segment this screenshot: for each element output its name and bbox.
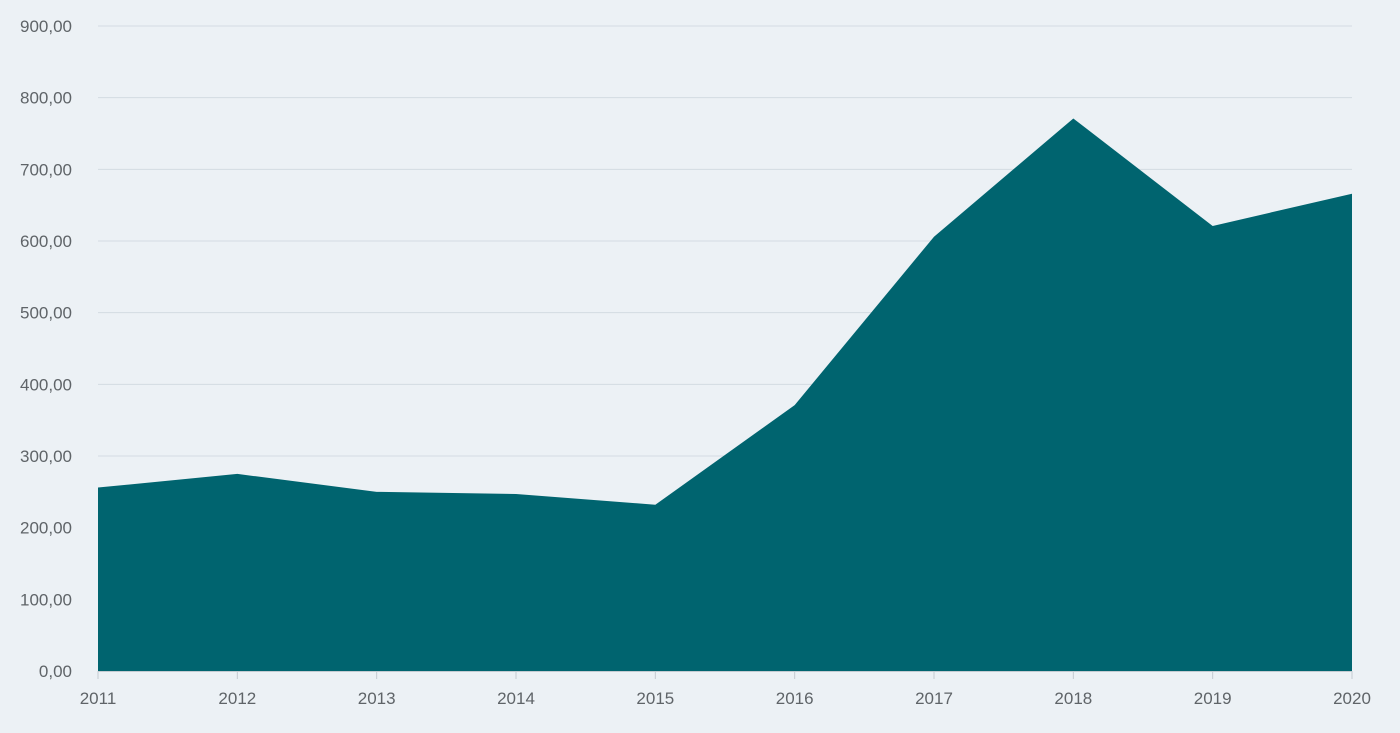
x-tick-label: 2013	[358, 689, 396, 708]
x-tick-label: 2012	[218, 689, 256, 708]
x-tick-label: 2011	[80, 689, 117, 708]
x-tick-label: 2020	[1333, 689, 1371, 708]
y-tick-label: 900,00	[20, 17, 72, 36]
x-tick-label: 2019	[1194, 689, 1232, 708]
area-series	[98, 118, 1352, 671]
y-tick-label: 400,00	[20, 375, 72, 394]
x-axis-tick-labels: 2011 2012 2013 2014 2015 2016 2017 2018 2019 2020	[80, 689, 1371, 708]
y-tick-label: 100,00	[20, 590, 72, 609]
y-tick-label: 700,00	[20, 160, 72, 179]
y-tick-label: 600,00	[20, 232, 72, 251]
x-tick-label: 2017	[915, 689, 953, 708]
y-tick-label: 300,00	[20, 447, 72, 466]
y-axis-tick-labels: 0,00 100,00 200,00 300,00 400,00 500,00 600,00…	[20, 17, 72, 681]
x-tick-label: 2014	[497, 689, 535, 708]
area-fill	[98, 118, 1352, 671]
y-tick-label: 200,00	[20, 519, 72, 538]
y-tick-label: 800,00	[20, 89, 72, 108]
y-tick-label: 0,00	[39, 662, 72, 681]
x-tick-label: 2018	[1054, 689, 1092, 708]
y-tick-label: 500,00	[20, 304, 72, 323]
x-tick-label: 2015	[636, 689, 674, 708]
axes	[97, 671, 1353, 679]
x-tick-label: 2016	[776, 689, 814, 708]
